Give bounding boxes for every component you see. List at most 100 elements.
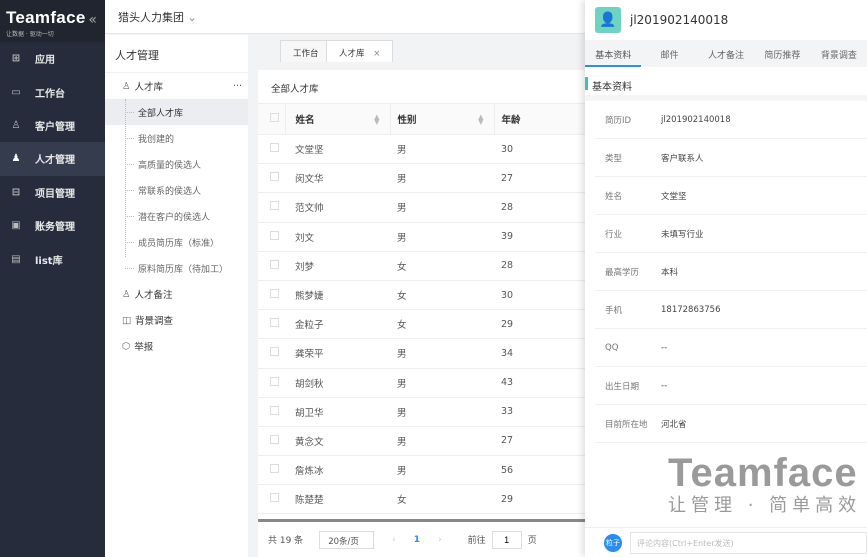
- table-row[interactable]: 金粒子 女 29: [258, 309, 585, 340]
- sidebar-item-label: 应用: [35, 55, 55, 67]
- book-icon: ◫: [122, 314, 131, 326]
- row-checkbox[interactable]: [270, 201, 279, 211]
- cell-age: 28: [494, 192, 585, 223]
- detail-field: 最高学历 本科: [595, 253, 867, 291]
- subnav-item[interactable]: 常联系的侯选人: [105, 177, 248, 203]
- subnav-item[interactable]: 我创建的: [105, 125, 248, 151]
- subnav-item[interactable]: 全部人才库: [105, 99, 248, 125]
- group-talent-pool[interactable]: ♙ 人才库 ···: [105, 73, 248, 99]
- cell-name: 文堂坚: [285, 134, 390, 165]
- tab-workbench[interactable]: 工作台: [280, 40, 332, 62]
- table-row[interactable]: 闵文华 男 27: [258, 163, 585, 194]
- sidebar-item-customers[interactable]: ♙ 客户管理: [0, 109, 105, 142]
- logo: Teamface 让数据 · 驱动一切 «: [0, 0, 105, 42]
- sidebar: Teamface 让数据 · 驱动一切 « ⊞ 应用 ▭ 工作台 ♙ 客户管理 ♟ 人才…: [0, 0, 105, 557]
- row-checkbox[interactable]: [270, 230, 279, 240]
- row-checkbox[interactable]: [270, 347, 279, 357]
- table-row[interactable]: 刘梦 女 28: [258, 251, 585, 281]
- group-report[interactable]: ⬡ 举报: [105, 333, 248, 359]
- org-switcher[interactable]: 猎头人力集团 ⌄: [105, 0, 585, 34]
- field-value: --: [661, 380, 668, 391]
- subnav-item[interactable]: 原料简历库（待加工）: [105, 255, 248, 281]
- cell-age: 27: [494, 163, 585, 194]
- cell-name: 金粒子: [285, 309, 390, 340]
- field-label: 手机: [605, 305, 623, 316]
- goto-input[interactable]: [491, 530, 522, 549]
- row-checkbox[interactable]: [270, 259, 279, 269]
- page-size-select[interactable]: 20条/页: [319, 530, 375, 549]
- column-header-age[interactable]: 年龄: [501, 115, 521, 126]
- select-all-checkbox[interactable]: [270, 113, 279, 122]
- row-checkbox[interactable]: [270, 318, 279, 328]
- tab-talent-notes[interactable]: 人才备注: [708, 51, 745, 61]
- cell-gender: 男: [390, 163, 494, 194]
- subnav-item[interactable]: 成员简历库（标准）: [105, 229, 248, 255]
- table-row[interactable]: 胡卫华 男 33: [258, 397, 585, 427]
- comment-input[interactable]: 评论内容(Ctrl+Enter发送): [630, 531, 867, 554]
- cell-age: 29: [494, 484, 585, 515]
- close-icon[interactable]: ×: [373, 49, 381, 59]
- tab-background-check[interactable]: 背景调查: [820, 51, 857, 61]
- tab-resume-recommend[interactable]: 简历推荐: [764, 51, 801, 61]
- field-value: 文堂坚: [661, 191, 687, 202]
- row-checkbox[interactable]: [270, 493, 279, 503]
- detail-title: jl201902140018: [630, 13, 729, 27]
- row-checkbox[interactable]: [270, 434, 279, 444]
- sidebar-item-label: 人才管理: [35, 155, 75, 167]
- collapse-icon[interactable]: «: [88, 12, 97, 28]
- table-row[interactable]: 陈楚楚 女 29: [258, 484, 585, 515]
- table-row[interactable]: 文堂坚 男 30: [258, 134, 585, 165]
- row-checkbox[interactable]: [270, 405, 279, 415]
- next-page-button[interactable]: ›: [438, 534, 442, 545]
- detail-field: 姓名 文堂坚: [595, 177, 867, 215]
- column-header-gender[interactable]: 性别: [397, 115, 417, 126]
- table-row[interactable]: 熊梦婕 女 30: [258, 280, 585, 311]
- sort-icon[interactable]: ▲ ▼: [478, 113, 484, 126]
- org-name: 猎头人力集团: [118, 11, 184, 24]
- detail-header: 👤 jl201902140018: [585, 0, 867, 40]
- group-background-check[interactable]: ◫ 背景调查: [105, 307, 248, 333]
- cell-age: 34: [494, 338, 585, 369]
- row-checkbox[interactable]: [270, 464, 279, 474]
- brand-slogan: 让数据 · 驱动一切: [6, 31, 54, 38]
- row-checkbox[interactable]: [270, 289, 279, 299]
- detail-field: QQ --: [595, 329, 867, 367]
- sidebar-item-workbench[interactable]: ▭ 工作台: [0, 75, 105, 108]
- table-row[interactable]: 黄念文 男 27: [258, 426, 585, 457]
- field-label: 姓名: [605, 191, 623, 202]
- table-row[interactable]: 詹炼冰 男 56: [258, 455, 585, 486]
- cell-name: 陈楚楚: [285, 484, 390, 515]
- row-checkbox[interactable]: [270, 143, 279, 153]
- more-icon[interactable]: ···: [232, 80, 242, 92]
- table-row[interactable]: 范文帅 男 28: [258, 192, 585, 223]
- section-title: 基本资料: [585, 67, 867, 101]
- prev-page-button[interactable]: ‹: [392, 534, 396, 545]
- cell-name: 刘文: [285, 222, 390, 252]
- page-number[interactable]: 1: [413, 534, 421, 545]
- tab-basic-info[interactable]: 基本资料: [585, 40, 642, 67]
- table-row[interactable]: 胡剑秋 男 43: [258, 368, 585, 398]
- box-icon: ⬡: [122, 340, 131, 352]
- subnav-item[interactable]: 高质量的侯选人: [105, 151, 248, 177]
- column-header-name[interactable]: 姓名: [295, 115, 315, 126]
- group-talent-notes[interactable]: ♙ 人才备注: [105, 281, 248, 307]
- sort-icon[interactable]: ▲ ▼: [374, 113, 380, 126]
- tab-talent-pool[interactable]: 人才库 ×: [326, 40, 394, 62]
- finance-icon: ▣: [11, 220, 21, 232]
- pagination: 共 19 条 20条/页 ‹ 1 › 前往 页: [258, 519, 585, 557]
- table-row[interactable]: 刘文 男 39: [258, 222, 585, 252]
- sidebar-item-list[interactable]: ▤ list库: [0, 242, 105, 275]
- sidebar-item-finance[interactable]: ▣ 账务管理: [0, 209, 105, 242]
- tab-email[interactable]: 邮件: [660, 51, 679, 61]
- table-row[interactable]: 龚荣平 男 34: [258, 338, 585, 369]
- row-checkbox[interactable]: [270, 376, 279, 386]
- group-label: 举报: [134, 342, 154, 353]
- row-checkbox[interactable]: [270, 172, 279, 182]
- group-label: 人才库: [134, 82, 164, 93]
- sidebar-item-projects[interactable]: ⊟ 项目管理: [0, 176, 105, 209]
- cell-age: 30: [494, 280, 585, 311]
- sidebar-item-talent[interactable]: ♟ 人才管理: [0, 142, 105, 176]
- sidebar-item-apps[interactable]: ⊞ 应用: [0, 42, 105, 75]
- monitor-icon: ▭: [11, 86, 21, 98]
- subnav-item[interactable]: 潜在客户的侯选人: [105, 203, 248, 229]
